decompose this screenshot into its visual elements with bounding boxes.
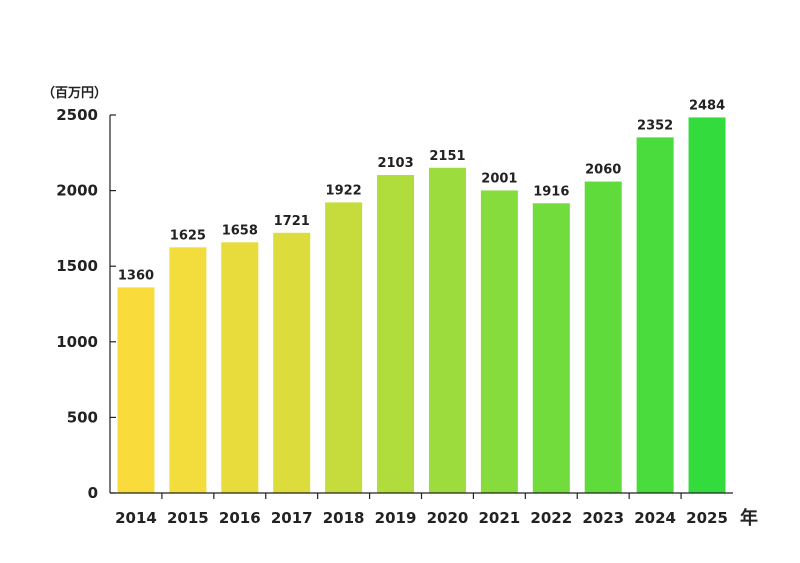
bar — [169, 247, 207, 493]
y-tick-label: 500 — [67, 408, 98, 426]
bar-value-label: 1721 — [274, 214, 310, 229]
y-tick-label: 2500 — [56, 106, 98, 124]
bar — [480, 190, 518, 494]
x-tick-label: 2021 — [479, 509, 521, 527]
x-tick-label: 2025 — [686, 509, 728, 527]
y-tick-label: 1000 — [56, 333, 98, 351]
y-axis-ticks: 0 500 1000 1500 2000 2500 — [56, 106, 116, 502]
bar — [428, 167, 466, 493]
bar — [688, 117, 726, 494]
bar-value-label: 2060 — [585, 163, 621, 178]
x-axis-ticks: 2014 2015 2016 2017 2018 2019 2020 2021 2022 2023… — [115, 493, 728, 527]
bar-value-label: 2001 — [481, 171, 517, 186]
y-tick-label: 1500 — [56, 257, 98, 275]
bar — [273, 232, 311, 494]
x-tick-label: 2024 — [634, 509, 676, 527]
x-tick-label: 2020 — [427, 509, 469, 527]
bar-value-label: 2103 — [377, 156, 413, 171]
bar — [636, 137, 674, 493]
bar-value-label: 2484 — [689, 98, 725, 113]
bar-value-label: 1916 — [533, 184, 569, 199]
x-axis-unit-label: 年 — [740, 507, 758, 529]
x-tick-label: 2015 — [167, 509, 209, 527]
bar — [532, 203, 570, 494]
x-tick-label: 2016 — [219, 509, 261, 527]
x-tick-label: 2019 — [375, 509, 417, 527]
y-tick-label: 2000 — [56, 182, 98, 200]
bar — [584, 181, 622, 493]
bar-value-label: 2151 — [429, 149, 465, 164]
x-tick-label: 2022 — [530, 509, 572, 527]
x-tick-label: 2014 — [115, 509, 157, 527]
y-tick-label: 0 — [88, 484, 98, 502]
bar-value-label: 1658 — [222, 223, 258, 238]
bar-value-label: 1922 — [326, 183, 362, 198]
bar-value-label: 2352 — [637, 118, 673, 133]
x-tick-label: 2018 — [323, 509, 365, 527]
bar-value-label: 1625 — [170, 228, 206, 243]
bar — [377, 175, 415, 493]
bar — [325, 202, 363, 493]
value-labels: 1360 1625 1658 1721 1922 2103 2151 2001 1916 2060… — [118, 98, 725, 283]
bar-value-label: 1360 — [118, 268, 154, 283]
bar — [221, 242, 259, 493]
x-tick-label: 2017 — [271, 509, 313, 527]
y-axis-unit-label: （百万円） — [42, 85, 107, 101]
x-tick-label: 2023 — [582, 509, 624, 527]
bars — [117, 117, 726, 494]
bar — [117, 287, 155, 493]
